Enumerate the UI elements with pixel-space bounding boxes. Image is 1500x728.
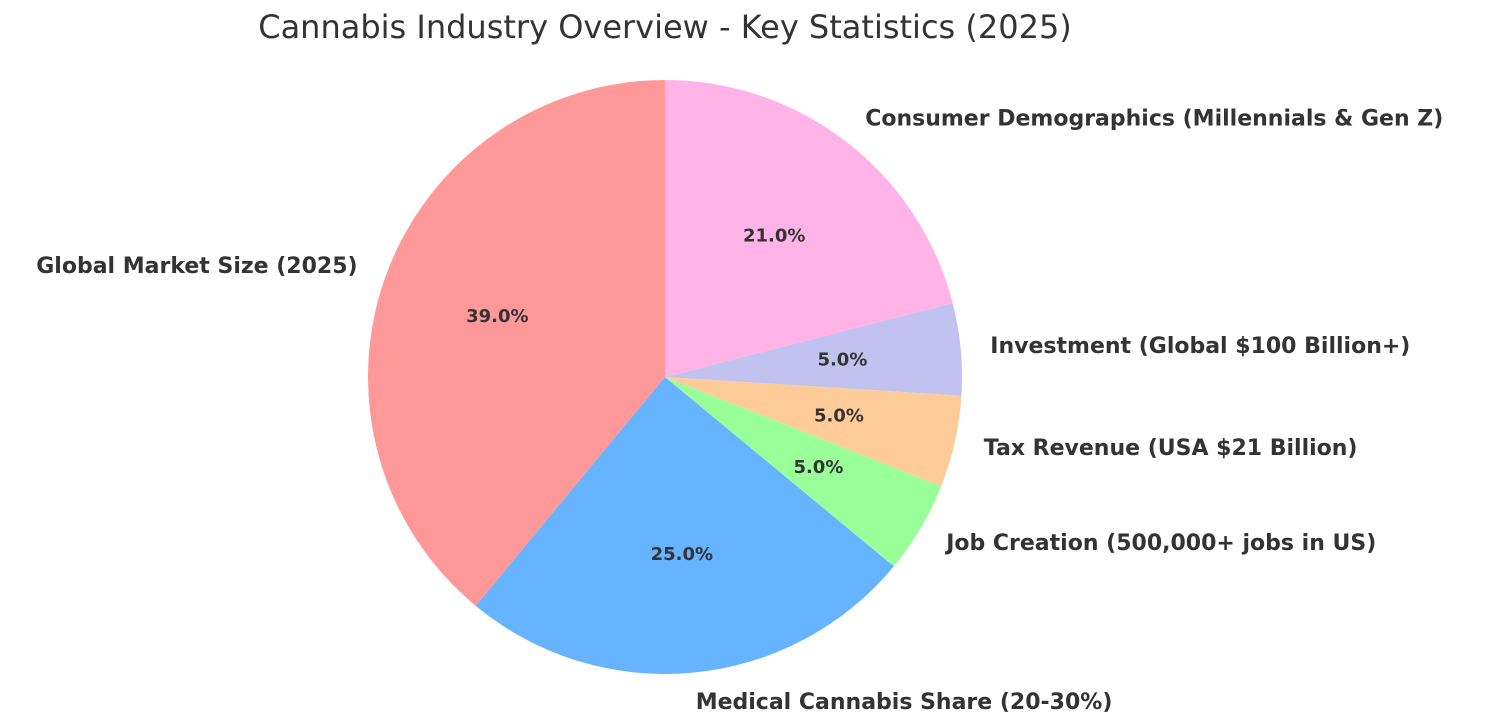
percent-label-consumer-demographics-millennials-gen-z: 21.0%: [743, 226, 805, 247]
percent-label-job-creation-500-000-jobs-in-us: 5.0%: [793, 457, 843, 478]
percent-label-investment-global-100-billion: 5.0%: [817, 350, 867, 371]
category-label-job-creation-500-000-jobs-in-us: Job Creation (500,000+ jobs in US): [944, 531, 1376, 556]
pie-slice-job-creation-500-000-jobs-in-us: [665, 377, 942, 567]
category-labels: Global Market Size (2025) Medical Cannabi…: [36, 106, 1443, 714]
pie-slices: [368, 80, 962, 674]
pie-slice-investment-global-100-billion: [665, 303, 962, 396]
pie-slice-tax-revenue-usa-21-billion: [665, 377, 962, 487]
percent-label-global-market-size-2025: 39.0%: [466, 306, 528, 327]
category-label-tax-revenue-usa-21-billion: Tax Revenue (USA $21 Billion): [984, 436, 1358, 461]
pie-slice-medical-cannabis-share-20-30: [475, 377, 894, 674]
category-label-consumer-demographics-millennials-gen-z: Consumer Demographics (Millennials & Gen…: [865, 106, 1443, 131]
percent-label-medical-cannabis-share-20-30: 25.0%: [651, 544, 713, 565]
category-label-global-market-size-2025: Global Market Size (2025): [36, 254, 357, 279]
pie-slice-consumer-demographics-millennials-gen-z: [665, 80, 953, 377]
category-label-investment-global-100-billion: Investment (Global $100 Billion+): [990, 334, 1410, 359]
category-label-medical-cannabis-share-20-30: Medical Cannabis Share (20-30%): [696, 690, 1113, 715]
pie-slice-global-market-size-2025: [368, 80, 665, 606]
percent-labels: 39.0% 25.0% 5.0% 5.0% 5.0% 21.0%: [466, 226, 867, 565]
chart-title: Cannabis Industry Overview - Key Statist…: [258, 8, 1072, 46]
percent-label-tax-revenue-usa-21-billion: 5.0%: [814, 405, 864, 426]
